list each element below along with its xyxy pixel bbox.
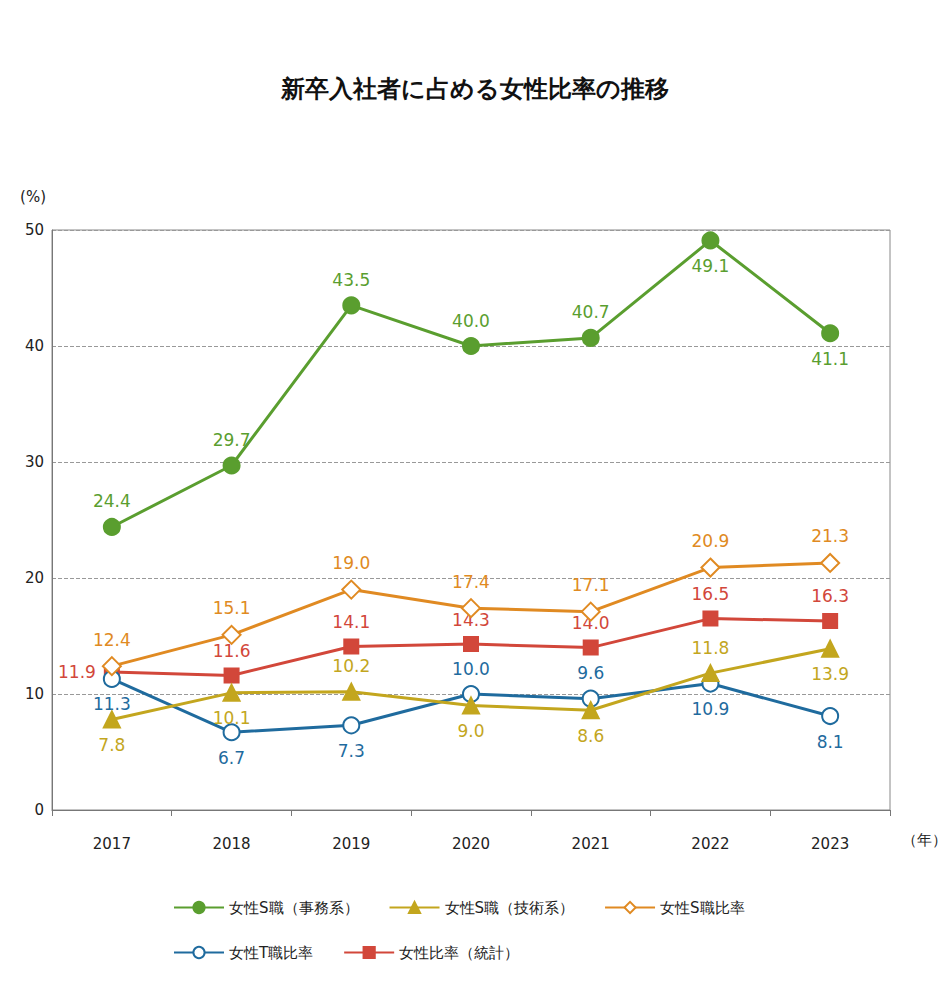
svg-text:7.8: 7.8 <box>98 735 125 755</box>
svg-text:2018: 2018 <box>212 835 250 853</box>
svg-text:16.3: 16.3 <box>811 586 849 606</box>
svg-text:7.3: 7.3 <box>338 741 365 761</box>
svg-text:女性S職（技術系）: 女性S職（技術系） <box>445 899 575 917</box>
svg-text:24.4: 24.4 <box>93 491 131 511</box>
svg-text:15.1: 15.1 <box>213 598 251 618</box>
svg-text:14.0: 14.0 <box>571 613 610 634</box>
svg-text:11.8: 11.8 <box>691 638 729 658</box>
svg-text:2023: 2023 <box>811 835 849 853</box>
svg-text:女性S職比率: 女性S職比率 <box>660 899 745 917</box>
svg-text:16.5: 16.5 <box>691 584 729 604</box>
svg-text:19.0: 19.0 <box>332 553 370 573</box>
svg-text:6.7: 6.7 <box>218 748 245 768</box>
svg-text:49.1: 49.1 <box>691 256 729 276</box>
svg-text:17.4: 17.4 <box>452 572 490 592</box>
svg-text:2020: 2020 <box>452 835 490 853</box>
svg-text:50: 50 <box>25 221 44 239</box>
svg-text:10.2: 10.2 <box>332 656 370 676</box>
svg-text:11.3: 11.3 <box>92 694 131 715</box>
svg-text:43.5: 43.5 <box>332 270 370 290</box>
svg-text:2022: 2022 <box>691 835 729 853</box>
svg-text:20.9: 20.9 <box>691 531 729 551</box>
svg-text:11.9: 11.9 <box>58 662 96 682</box>
svg-text:41.1: 41.1 <box>811 349 849 369</box>
svg-text:20: 20 <box>25 569 44 587</box>
svg-text:2019: 2019 <box>332 835 370 853</box>
svg-text:0: 0 <box>34 801 44 819</box>
svg-text:14.3: 14.3 <box>452 609 490 630</box>
svg-text:8.6: 8.6 <box>577 726 604 746</box>
svg-text:女性比率（統計）: 女性比率（統計） <box>399 944 519 962</box>
svg-text:10: 10 <box>25 685 44 703</box>
svg-text:40: 40 <box>25 337 44 355</box>
svg-text:（年）: （年） <box>902 831 947 849</box>
svg-text:12.4: 12.4 <box>93 630 131 650</box>
svg-text:女性S職（事務系）: 女性S職（事務系） <box>229 899 359 917</box>
svg-text:14.1: 14.1 <box>332 612 370 632</box>
svg-text:女性T職比率: 女性T職比率 <box>229 944 313 962</box>
svg-text:新卒入社者に占める女性比率の推移: 新卒入社者に占める女性比率の推移 <box>280 75 669 103</box>
svg-text:(%): (%) <box>20 188 46 206</box>
svg-text:8.1: 8.1 <box>817 732 844 752</box>
svg-text:10.9: 10.9 <box>691 699 729 719</box>
svg-text:40.7: 40.7 <box>572 302 610 322</box>
svg-text:40.0: 40.0 <box>452 311 490 331</box>
svg-text:30: 30 <box>25 453 44 471</box>
svg-text:10.1: 10.1 <box>213 708 251 728</box>
svg-text:9.0: 9.0 <box>457 721 484 741</box>
svg-text:13.9: 13.9 <box>811 664 849 684</box>
svg-text:21.3: 21.3 <box>811 526 849 546</box>
svg-text:11.6: 11.6 <box>212 640 251 661</box>
svg-text:9.6: 9.6 <box>577 663 604 683</box>
svg-text:2021: 2021 <box>572 835 610 853</box>
svg-text:10.0: 10.0 <box>452 659 490 679</box>
svg-text:29.7: 29.7 <box>213 430 251 450</box>
svg-text:17.1: 17.1 <box>572 575 610 595</box>
svg-text:2017: 2017 <box>93 835 131 853</box>
